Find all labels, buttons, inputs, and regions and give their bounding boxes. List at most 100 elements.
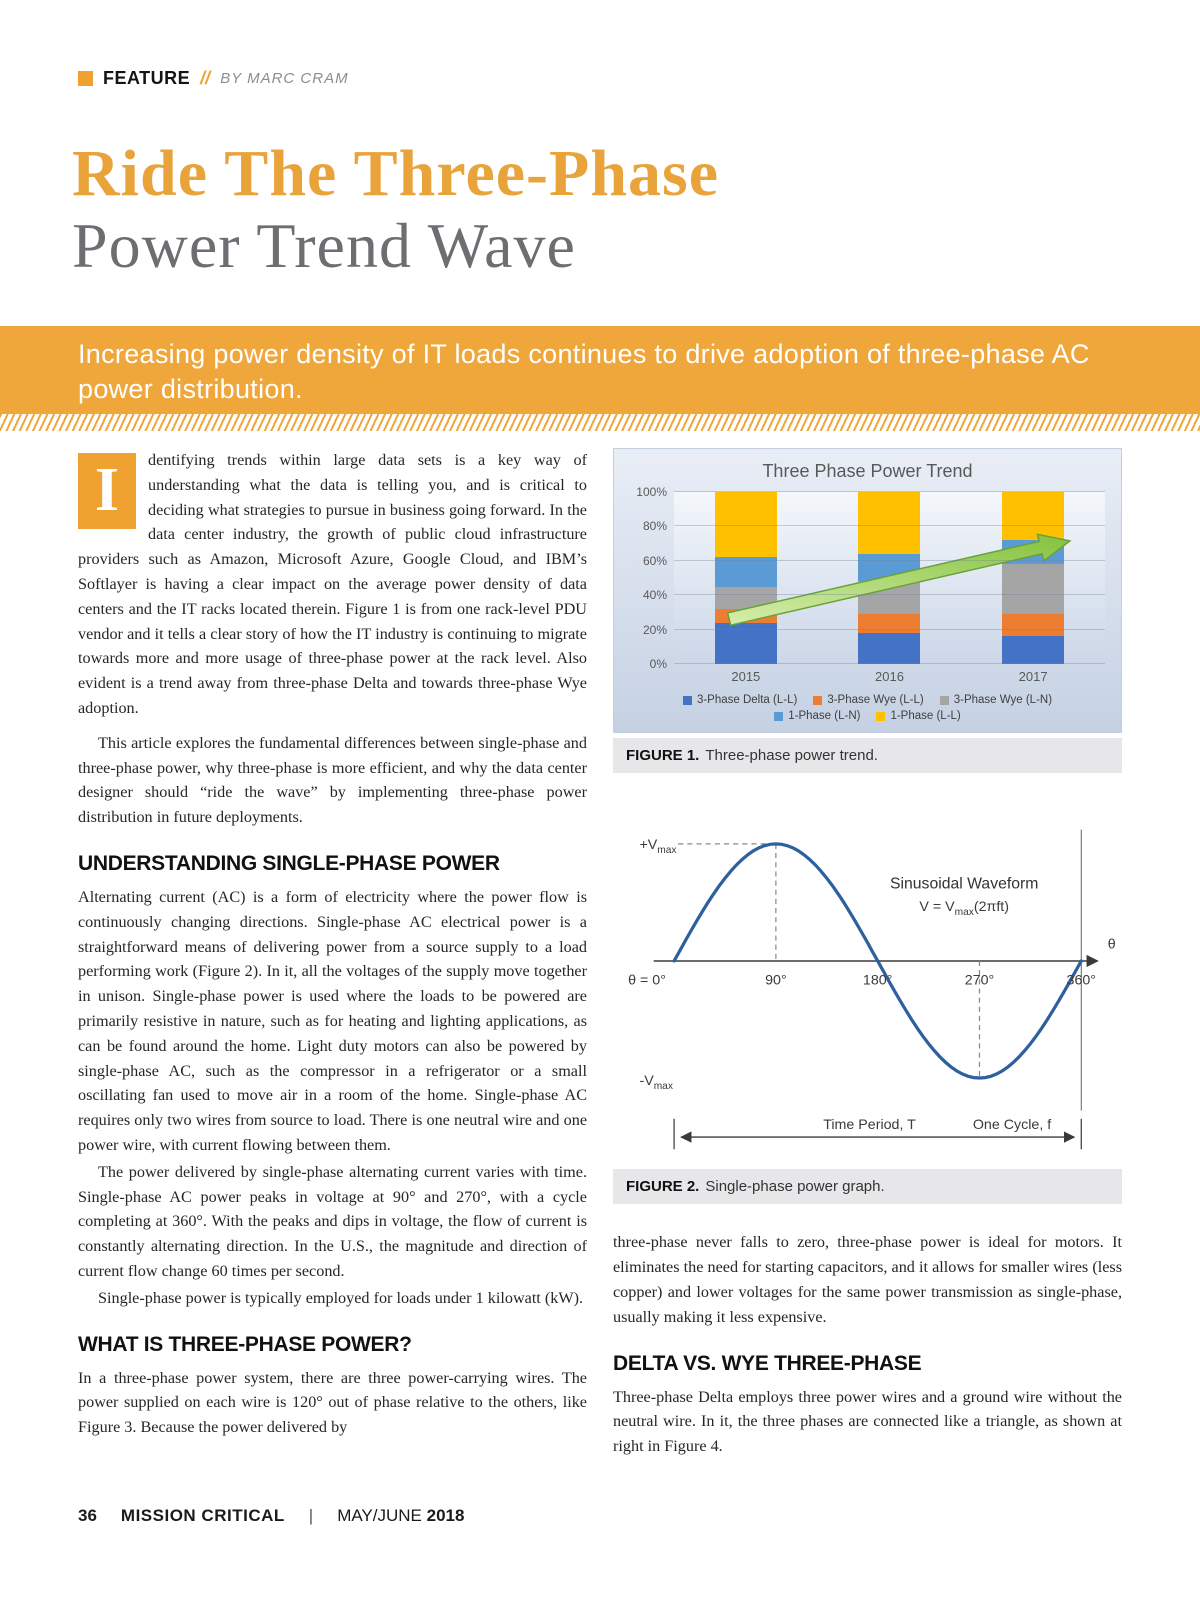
bar-chart-plot	[674, 491, 1105, 664]
bar-2016	[858, 492, 921, 664]
legend-item: 1-Phase (L-L)	[876, 710, 961, 722]
page-number: 36	[78, 1506, 97, 1525]
figure1-caption-text: Three-phase power trend.	[705, 747, 878, 764]
bar-segment	[714, 608, 777, 623]
bar-segment	[714, 557, 777, 587]
magazine-name: MISSION CRITICAL	[120, 1506, 285, 1525]
bar-chart-legend: 3-Phase Delta (L-L) 3-Phase Wye (L-L) 3-Ph…	[630, 694, 1105, 722]
sine-x-tick-label: 180°	[863, 972, 892, 988]
stripe-divider	[0, 414, 1200, 431]
paragraph: Alternating current (AC) is a form of el…	[78, 887, 587, 1154]
intro-text: dentifying trends within large data sets…	[78, 451, 587, 717]
paragraph: The power delivered by single-phase alte…	[78, 1162, 587, 1280]
figure2-caption-text: Single-phase power graph.	[705, 1178, 885, 1196]
y-tick-label: 60%	[642, 553, 667, 568]
legend-swatch-icon	[939, 695, 949, 705]
bar-segment	[714, 622, 777, 664]
legend-label: 1-Phase (L-L)	[890, 710, 961, 722]
bar-segment	[858, 553, 921, 582]
y-tick-label: 20%	[642, 622, 667, 637]
one-cycle-label: One Cycle, f	[973, 1117, 1051, 1133]
bar-2015	[714, 492, 777, 664]
bar-chart-y-axis: 0% 20% 40% 60% 80% 100%	[630, 485, 674, 671]
bar-segment	[714, 586, 777, 609]
kicker-slashes: //	[200, 68, 211, 88]
gridline	[674, 491, 1105, 492]
paragraph: This article explores the fundamental di…	[78, 733, 587, 827]
figure2-label: FIGURE 2.	[626, 1178, 700, 1196]
bar-segment	[858, 581, 921, 615]
bar-segment	[1002, 564, 1065, 615]
bar-segment	[1002, 636, 1065, 664]
title-line-2: Power Trend Wave	[72, 209, 576, 281]
sine-equation: V = Vmax(2πft)	[919, 899, 1009, 918]
sine-graph-svg: θ +Vmax -Vmax	[628, 829, 1116, 1150]
right-column: Three Phase Power Trend 0% 20% 40% 60% 80% 10…	[613, 448, 1122, 1461]
sine-x-tick-label: 90°	[765, 972, 787, 988]
gridline	[674, 628, 1105, 630]
legend-swatch-icon	[682, 695, 692, 705]
section-heading-three-phase: WHAT IS THREE-PHASE POWER?	[78, 1332, 412, 1356]
figure1-label: FIGURE 1.	[626, 747, 700, 764]
feature-label: FEATURE	[103, 68, 191, 88]
sine-x-ticks: θ = 0° 90° 180° 270° 360°	[628, 972, 1096, 988]
paragraph: In a three-phase power system, there are…	[78, 1368, 587, 1437]
y-tick-label: 0%	[649, 657, 667, 671]
legend-swatch-icon	[774, 711, 784, 721]
paragraph: three-phase never falls to zero, three-p…	[613, 1233, 1122, 1326]
byline: BY MARC CRAM	[220, 70, 349, 87]
sine-graph-title: Sinusoidal Waveform	[890, 876, 1038, 893]
sine-curve	[672, 842, 1083, 1080]
gridline	[674, 663, 1105, 664]
sine-x-tick-label: θ = 0°	[628, 972, 666, 988]
x-tick-label: 2016	[875, 669, 904, 684]
bar-segment	[858, 614, 921, 634]
bar-segment	[858, 492, 921, 554]
deck-text: Increasing power density of IT loads con…	[78, 339, 1090, 404]
bar-chart-x-axis: 2015 2016 2017	[674, 664, 1105, 684]
legend-row: 3-Phase Delta (L-L) 3-Phase Wye (L-L) 3-Ph…	[630, 694, 1105, 706]
legend-label: 3-Phase Wye (L-N)	[953, 694, 1053, 706]
figure1-bar-chart: Three Phase Power Trend 0% 20% 40% 60% 80% 10…	[613, 448, 1122, 733]
bar-chart-body: 0% 20% 40% 60% 80% 100%	[630, 485, 1105, 671]
page-footer: 36 MISSION CRITICAL | MAY/JUNE 2018	[78, 1506, 464, 1526]
legend-label: 3-Phase Delta (L-L)	[696, 694, 798, 706]
kicker: FEATURE // BY MARC CRAM	[78, 68, 349, 89]
legend-label: 3-Phase Wye (L-L)	[827, 694, 924, 706]
gridline	[674, 594, 1105, 596]
bar-2017	[1002, 492, 1065, 664]
drop-cap: I	[78, 453, 136, 529]
title-line-1: Ride The Three-Phase	[72, 137, 720, 210]
y-tick-label: 80%	[642, 519, 667, 534]
section-heading-single-phase: UNDERSTANDING SINGLE-PHASE POWER	[78, 851, 500, 875]
legend-item: 1-Phase (L-N)	[774, 710, 860, 722]
paragraph: Single-phase power is typically employed…	[98, 1288, 584, 1307]
feature-square-icon	[78, 71, 93, 86]
legend-swatch-icon	[813, 695, 823, 705]
legend-row: 1-Phase (L-N) 1-Phase (L-L)	[630, 710, 1105, 722]
legend-label: 1-Phase (L-N)	[788, 710, 861, 722]
sine-x-tick-label: 270°	[965, 972, 994, 988]
gridline	[674, 525, 1105, 527]
gridline	[674, 559, 1105, 561]
section-heading-delta-wye: DELTA VS. WYE THREE-PHASE	[613, 1351, 922, 1375]
y-tick-label: 40%	[642, 588, 667, 603]
issue-date: MAY/JUNE 2018	[337, 1506, 465, 1525]
legend-swatch-icon	[876, 711, 886, 721]
legend-item: 3-Phase Wye (L-L)	[813, 694, 924, 706]
time-period-label: Time Period, T	[823, 1117, 916, 1133]
spacer	[613, 773, 1122, 793]
bar-chart-title: Three Phase Power Trend	[762, 461, 973, 481]
figure2-caption: FIGURE 2. Single-phase power graph.	[613, 1169, 1122, 1205]
vmax-positive-label: +Vmax	[639, 837, 676, 856]
spacer	[613, 1204, 1122, 1230]
theta-axis-label: θ	[1108, 937, 1116, 953]
vmax-negative-label: -Vmax	[639, 1073, 672, 1092]
legend-item: 3-Phase Delta (L-L)	[682, 694, 798, 706]
footer-separator: |	[308, 1506, 314, 1525]
legend-item: 3-Phase Wye (L-N)	[939, 694, 1053, 706]
